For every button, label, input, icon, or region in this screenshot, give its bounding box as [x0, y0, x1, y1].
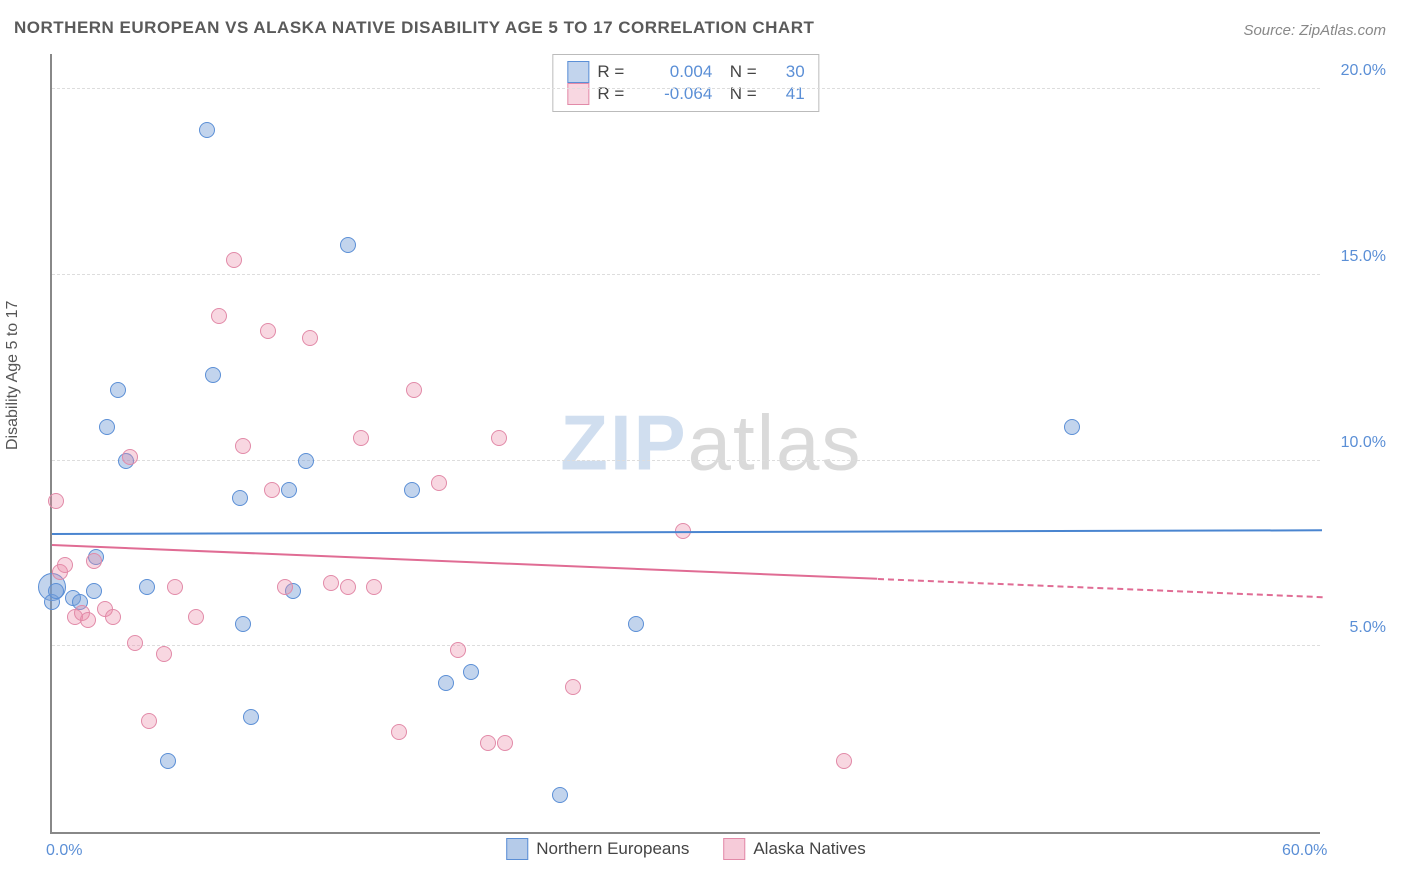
n-value-an: 41 [765, 84, 805, 104]
data-point-an [450, 642, 466, 658]
legend-item-ne: Northern Europeans [506, 838, 689, 860]
data-point-ne [552, 787, 568, 803]
data-point-an [105, 609, 121, 625]
data-point-ne [281, 482, 297, 498]
data-point-ne [243, 709, 259, 725]
plot-area: ZIPatlas R = 0.004 N = 30 R = -0.064 N =… [50, 54, 1320, 834]
trendline-an-dashed [877, 578, 1322, 598]
data-point-ne [463, 664, 479, 680]
legend-correlation: R = 0.004 N = 30 R = -0.064 N = 41 [552, 54, 819, 112]
chart-container: NORTHERN EUROPEAN VS ALASKA NATIVE DISAB… [0, 0, 1406, 892]
data-point-ne [99, 419, 115, 435]
data-point-ne [340, 237, 356, 253]
data-point-ne [628, 616, 644, 632]
data-point-ne [438, 675, 454, 691]
data-point-an [226, 252, 242, 268]
data-point-ne [48, 583, 64, 599]
data-point-an [565, 679, 581, 695]
gridline [52, 645, 1320, 646]
legend-item-an: Alaska Natives [723, 838, 865, 860]
data-point-an [277, 579, 293, 595]
data-point-an [431, 475, 447, 491]
swatch-an-icon [723, 838, 745, 860]
data-point-ne [404, 482, 420, 498]
r-value-an: -0.064 [632, 84, 712, 104]
data-point-an [86, 553, 102, 569]
gridline [52, 460, 1320, 461]
legend-series: Northern Europeans Alaska Natives [506, 838, 866, 860]
legend-label-an: Alaska Natives [753, 839, 865, 859]
swatch-ne-icon [506, 838, 528, 860]
data-point-ne [235, 616, 251, 632]
data-point-ne [86, 583, 102, 599]
swatch-ne [567, 61, 589, 83]
chart-title: NORTHERN EUROPEAN VS ALASKA NATIVE DISAB… [14, 18, 814, 38]
legend-row-ne: R = 0.004 N = 30 [567, 61, 804, 83]
data-point-an [48, 493, 64, 509]
data-point-ne [160, 753, 176, 769]
data-point-an [340, 579, 356, 595]
data-point-an [491, 430, 507, 446]
data-point-an [57, 557, 73, 573]
data-point-ne [139, 579, 155, 595]
watermark-zip: ZIP [560, 399, 687, 487]
data-point-ne [205, 367, 221, 383]
data-point-an [836, 753, 852, 769]
y-tick-label: 15.0% [1341, 248, 1386, 266]
trendline-an [52, 544, 878, 580]
data-point-an [211, 308, 227, 324]
data-point-an [480, 735, 496, 751]
r-value-ne: 0.004 [632, 62, 712, 82]
watermark: ZIPatlas [560, 398, 862, 489]
y-tick-label: 20.0% [1341, 62, 1386, 80]
data-point-an [141, 713, 157, 729]
data-point-an [167, 579, 183, 595]
data-point-an [156, 646, 172, 662]
y-axis-label: Disability Age 5 to 17 [4, 301, 22, 450]
legend-row-an: R = -0.064 N = 41 [567, 83, 804, 105]
x-tick-label: 0.0% [46, 842, 82, 860]
data-point-an [323, 575, 339, 591]
gridline [52, 274, 1320, 275]
data-point-ne [232, 490, 248, 506]
x-tick-label: 60.0% [1282, 842, 1327, 860]
data-point-an [391, 724, 407, 740]
data-point-an [188, 609, 204, 625]
data-point-ne [298, 453, 314, 469]
data-point-an [497, 735, 513, 751]
data-point-an [302, 330, 318, 346]
data-point-an [235, 438, 251, 454]
data-point-ne [1064, 419, 1080, 435]
y-tick-label: 10.0% [1341, 434, 1386, 452]
swatch-an [567, 83, 589, 105]
data-point-an [80, 612, 96, 628]
data-point-an [366, 579, 382, 595]
gridline [52, 88, 1320, 89]
y-tick-label: 5.0% [1350, 619, 1386, 637]
data-point-ne [199, 122, 215, 138]
data-point-an [264, 482, 280, 498]
data-point-ne [110, 382, 126, 398]
n-value-ne: 30 [765, 62, 805, 82]
data-point-an [122, 449, 138, 465]
data-point-an [127, 635, 143, 651]
data-point-an [260, 323, 276, 339]
watermark-atlas: atlas [688, 399, 863, 487]
legend-label-ne: Northern Europeans [536, 839, 689, 859]
source-attribution: Source: ZipAtlas.com [1243, 22, 1386, 39]
data-point-an [353, 430, 369, 446]
data-point-an [406, 382, 422, 398]
